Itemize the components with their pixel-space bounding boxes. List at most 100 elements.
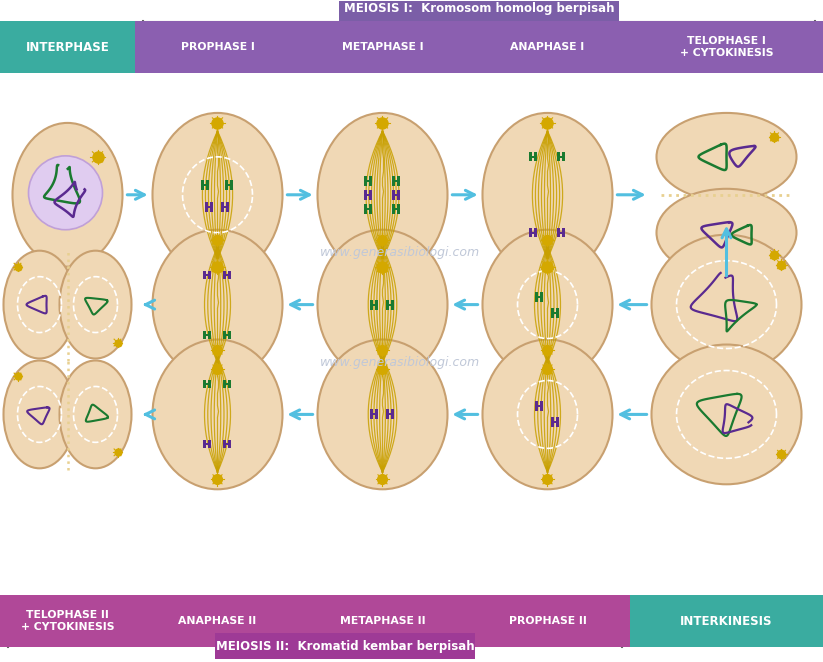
Bar	[531, 232, 536, 234]
Text: METAPHASE I: METAPHASE I	[342, 42, 423, 52]
Bar	[215, 633, 475, 659]
Bar	[211, 202, 213, 212]
Bar	[393, 204, 396, 214]
Bar	[372, 304, 377, 306]
Bar	[0, 595, 630, 647]
Bar	[537, 405, 542, 407]
Bar	[229, 271, 231, 279]
Bar	[372, 413, 377, 416]
Bar	[225, 444, 230, 446]
Bar	[203, 440, 207, 448]
Ellipse shape	[318, 113, 448, 277]
Ellipse shape	[12, 123, 123, 267]
Bar	[370, 409, 374, 420]
Bar	[203, 184, 208, 186]
Ellipse shape	[657, 113, 797, 201]
Bar	[208, 330, 212, 338]
Text: PROPHASE II: PROPHASE II	[509, 616, 587, 626]
Bar	[203, 271, 207, 279]
Bar	[226, 180, 229, 190]
Bar	[0, 21, 135, 73]
Text: MEIOSIS II:  Kromatid kembar berpisah: MEIOSIS II: Kromatid kembar berpisah	[216, 639, 474, 653]
Ellipse shape	[318, 230, 448, 379]
Ellipse shape	[482, 340, 612, 489]
Bar	[387, 409, 389, 420]
Bar	[203, 330, 207, 338]
Bar	[388, 413, 393, 416]
Bar	[221, 202, 225, 212]
Bar	[224, 271, 226, 279]
Bar	[551, 418, 555, 428]
Bar	[224, 330, 226, 338]
Bar	[394, 208, 399, 210]
Bar	[208, 381, 212, 389]
Bar	[534, 228, 537, 237]
Bar	[562, 228, 565, 237]
Text: ANAPHASE I: ANAPHASE I	[510, 42, 584, 52]
Ellipse shape	[482, 113, 612, 277]
Bar	[207, 206, 212, 208]
Ellipse shape	[652, 344, 802, 485]
Bar	[562, 152, 565, 162]
Ellipse shape	[59, 251, 132, 359]
Ellipse shape	[3, 251, 76, 359]
Bar	[553, 422, 558, 424]
Bar	[205, 383, 210, 385]
Bar	[365, 176, 368, 186]
Bar	[205, 334, 210, 336]
Bar	[370, 204, 373, 214]
Bar	[365, 190, 368, 200]
Ellipse shape	[652, 235, 802, 375]
Bar	[366, 180, 371, 182]
Bar	[394, 180, 399, 182]
Bar	[630, 595, 823, 647]
Text: MEIOSIS I:  Kromosom homolog berpisah: MEIOSIS I: Kromosom homolog berpisah	[344, 1, 614, 15]
Text: ANAPHASE II: ANAPHASE II	[179, 616, 257, 626]
Bar	[398, 204, 401, 214]
Bar	[365, 204, 368, 214]
Bar	[208, 271, 212, 279]
Bar	[202, 180, 204, 190]
Bar	[556, 418, 560, 428]
Bar	[536, 292, 538, 302]
Ellipse shape	[482, 230, 612, 379]
Ellipse shape	[3, 361, 76, 468]
Bar	[225, 334, 230, 336]
Text: INTERKINESIS: INTERKINESIS	[681, 614, 773, 628]
Bar	[370, 300, 374, 310]
Bar	[223, 206, 228, 208]
Bar	[229, 440, 231, 448]
Text: METAPHASE II: METAPHASE II	[340, 616, 425, 626]
Bar	[366, 208, 371, 210]
Ellipse shape	[29, 156, 103, 230]
Bar	[537, 296, 542, 298]
Bar	[557, 152, 560, 162]
Bar	[224, 440, 226, 448]
Bar	[394, 194, 399, 196]
Bar	[225, 383, 230, 385]
Text: TELOPHASE I
+ CYTOKINESIS: TELOPHASE I + CYTOKINESIS	[680, 36, 774, 58]
Ellipse shape	[152, 113, 282, 277]
Bar	[556, 308, 560, 318]
Text: INTERPHASE: INTERPHASE	[26, 40, 109, 54]
Bar	[339, 0, 619, 21]
Bar	[529, 228, 532, 237]
Bar	[559, 232, 564, 234]
Text: www.generasibiologi.com: www.generasibiologi.com	[320, 246, 480, 260]
Bar	[529, 152, 532, 162]
Bar	[393, 176, 396, 186]
Bar	[541, 401, 543, 411]
Bar	[366, 194, 371, 196]
Bar	[534, 152, 537, 162]
Ellipse shape	[152, 230, 282, 379]
Bar	[388, 304, 393, 306]
Bar	[375, 409, 379, 420]
Text: PROPHASE I: PROPHASE I	[180, 42, 254, 52]
Ellipse shape	[318, 340, 448, 489]
Bar	[553, 312, 558, 314]
Bar	[392, 409, 394, 420]
Bar	[557, 228, 560, 237]
Bar	[203, 381, 207, 389]
Bar	[208, 440, 212, 448]
Bar	[229, 330, 231, 338]
